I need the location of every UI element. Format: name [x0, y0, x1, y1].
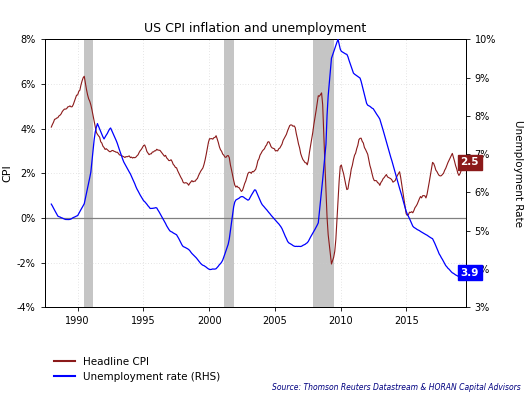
- Text: 2.5: 2.5: [460, 157, 479, 167]
- Bar: [313, 39, 334, 307]
- Text: 3.9: 3.9: [461, 268, 479, 278]
- Bar: [84, 39, 94, 307]
- Y-axis label: CPI: CPI: [3, 164, 13, 182]
- Bar: [224, 39, 234, 307]
- Title: US CPI inflation and unemployment: US CPI inflation and unemployment: [144, 22, 366, 35]
- Text: Source: Thomson Reuters Datastream & HORAN Capital Advisors: Source: Thomson Reuters Datastream & HOR…: [272, 383, 521, 392]
- Y-axis label: Unemployment Rate: Unemployment Rate: [512, 120, 522, 227]
- Legend: Headline CPI, Unemployment rate (RHS): Headline CPI, Unemployment rate (RHS): [50, 353, 225, 386]
